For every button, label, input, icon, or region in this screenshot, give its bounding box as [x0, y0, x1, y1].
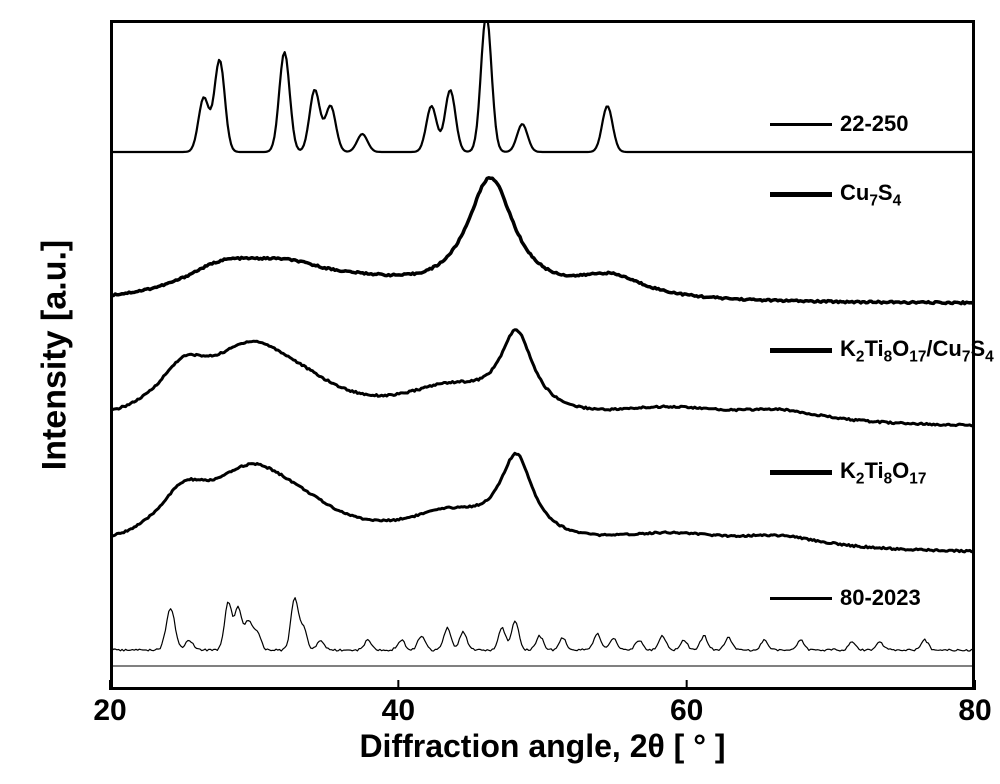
legend-line [770, 348, 832, 353]
y-axis-label: Intensity [a.u.] [36, 240, 75, 470]
legend-line [770, 123, 832, 126]
x-tick-label: 20 [93, 694, 126, 728]
x-tick-label: 60 [670, 694, 703, 728]
x-axis-label: Diffraction angle, 2θ [ ° ] [359, 728, 725, 765]
legend-line [770, 470, 832, 475]
legend-line [770, 192, 832, 197]
legend-label: 80-2023 [840, 585, 921, 611]
x-tick-label: 80 [958, 694, 991, 728]
legend-label: 22-250 [840, 111, 909, 137]
x-tick-label: 40 [382, 694, 415, 728]
legend-label: K2Ti8O17/Cu7S4 [840, 336, 994, 366]
legend-line [770, 597, 832, 600]
legend-label: K2Ti8O17 [840, 458, 926, 488]
legend-label: Cu7S4 [840, 180, 901, 210]
